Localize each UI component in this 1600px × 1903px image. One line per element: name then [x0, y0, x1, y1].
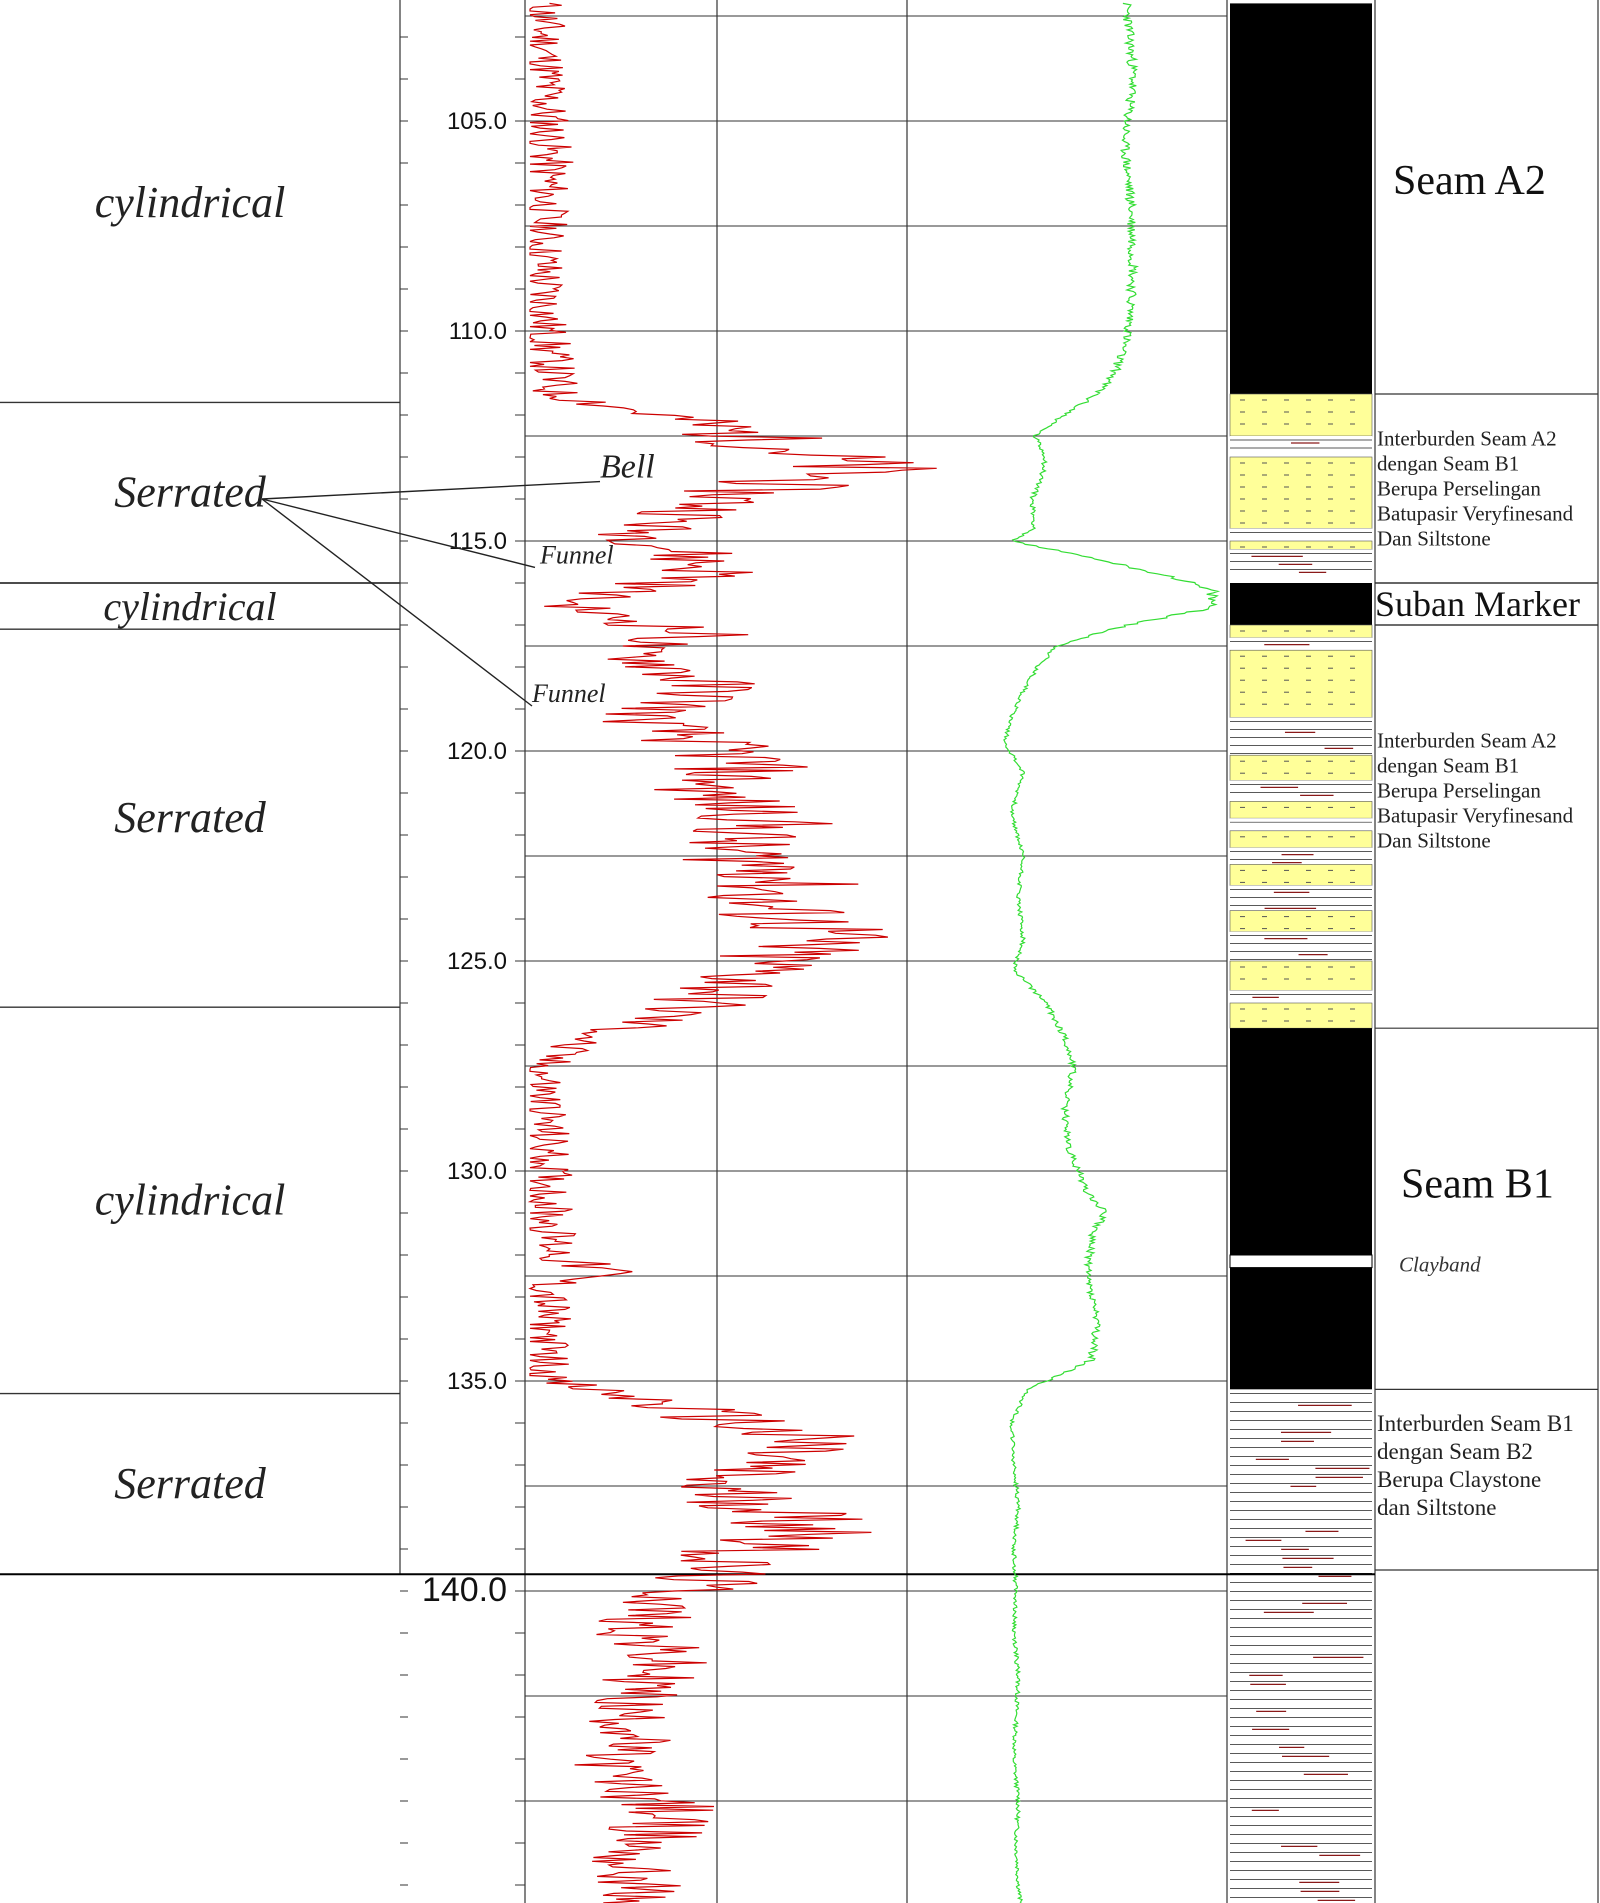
coal-layer: [1230, 3, 1372, 395]
funnel-label: Funnel: [539, 540, 614, 569]
depth-label: 140.0: [422, 1571, 507, 1609]
annotation-leader: [261, 498, 533, 707]
clayband-layer: [1229, 1254, 1373, 1269]
siltstone-layer: [1230, 780, 1372, 802]
siltstone-layer: [1230, 818, 1372, 831]
log-shape-label: Serrated: [114, 793, 267, 842]
green-log-track: [1003, 2, 1221, 1903]
depth-label: 115.0: [449, 528, 507, 555]
siltstone-layer: [1230, 717, 1372, 756]
claystone-layer: [1230, 1389, 1372, 1903]
siltstone-layer: [1230, 436, 1372, 457]
depth-label: 110.0: [449, 318, 507, 345]
unit-description-line: Batupasir Veryfinesand: [1377, 502, 1574, 526]
unit-description-line: Dan Siltstone: [1377, 828, 1491, 852]
green_log-curve: [1003, 2, 1221, 1903]
log-shape-label: cylindrical: [95, 1175, 286, 1224]
unit-description-line: dengan Seam B1: [1377, 753, 1519, 777]
unit-description-line: Dan Siltstone: [1377, 527, 1491, 551]
unit-description-line: dengan Seam B2: [1377, 1439, 1533, 1464]
log-shape-label: cylindrical: [95, 178, 286, 227]
depth-label: 105.0: [447, 108, 507, 135]
sandstone-layer: [1229, 830, 1373, 848]
unit-description-line: Berupa Perselingan: [1377, 778, 1541, 802]
bell-label: Bell: [600, 449, 655, 486]
sandstone-layer: [1229, 754, 1373, 781]
sandstone-layer: [1229, 540, 1373, 550]
log-shape-column: cylindrical Serrated cylindrical Serrated cy…: [0, 178, 1598, 1576]
log-shape-label: cylindrical: [103, 584, 276, 629]
sandstone-layer: [1229, 393, 1373, 437]
depth-tick-labels: 105.0 110.0 115.0 120.0 125.0 130.0 135.0 140.0: [422, 108, 507, 1609]
depth-label: 135.0: [447, 1368, 507, 1395]
coal-layer: [1230, 1028, 1372, 1255]
unit-title: Seam B1: [1401, 1162, 1554, 1208]
unit-description-line: Berupa Claystone: [1377, 1467, 1541, 1492]
sandstone-layer: [1229, 649, 1373, 718]
funnel-label: Funnel: [531, 679, 606, 708]
siltstone-layer: [1230, 931, 1372, 961]
annotation-leader: [261, 498, 536, 569]
unit-description-line: Batupasir Veryfinesand: [1377, 803, 1574, 827]
sandstone-layer: [1229, 1002, 1373, 1029]
unit-title: Seam A2: [1393, 158, 1546, 204]
siltstone-layer: [1230, 990, 1372, 1003]
unit-description-line: dengan Seam B1: [1377, 452, 1519, 476]
depth-label: 125.0: [447, 948, 507, 975]
depth-label: 130.0: [447, 1158, 507, 1185]
lithology-column: [1229, 3, 1373, 1903]
coal-layer: [1230, 1267, 1372, 1390]
depth-label: 120.0: [447, 738, 507, 765]
log-shape-label: Serrated: [114, 1459, 267, 1508]
red-log-track: [527, 2, 937, 1903]
clayband-label: Clayband: [1399, 1252, 1481, 1276]
unit-description-line: Berupa Perselingan: [1377, 477, 1541, 501]
sandstone-layer: [1229, 456, 1373, 529]
log-shape-label: Serrated: [114, 468, 267, 517]
sandstone-layer: [1229, 801, 1373, 819]
unit-description-line: Interburden Seam B1: [1377, 1411, 1574, 1436]
unit-description-line: Interburden Seam A2: [1377, 728, 1557, 752]
annotation-leader: [261, 480, 601, 500]
coal-layer: [1230, 583, 1372, 625]
red_log-curve: [527, 2, 937, 1903]
unit-description-line: Interburden Seam A2: [1377, 427, 1557, 451]
curve-annotations: Bell Funnel Funnel: [261, 449, 655, 708]
sandstone-layer: [1229, 960, 1373, 991]
grid: [399, 0, 1599, 1903]
siltstone-layer: [1230, 847, 1372, 865]
siltstone-layer: [1230, 528, 1372, 541]
siltstone-layer: [1230, 637, 1372, 651]
unit-description-line: dan Siltstone: [1377, 1495, 1496, 1520]
marker-label: Suban Marker: [1375, 584, 1580, 624]
